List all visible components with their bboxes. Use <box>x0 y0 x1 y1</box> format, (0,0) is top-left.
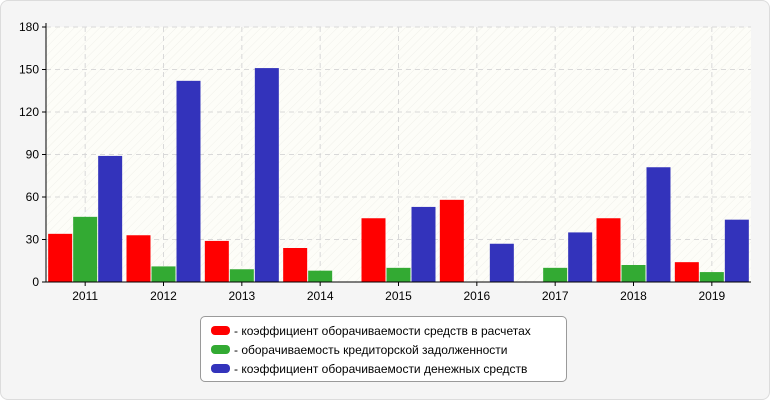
legend-swatch-cash <box>211 364 230 373</box>
x-tick-label: 2012 <box>150 289 177 303</box>
bar <box>126 235 151 282</box>
y-axis-ticks: 0 30 60 90 120 150 180 <box>19 20 46 289</box>
bar <box>386 267 411 282</box>
bars-group <box>48 68 749 282</box>
bar <box>308 270 333 282</box>
y-tick-label: 60 <box>26 190 40 204</box>
y-tick-label: 120 <box>19 105 39 119</box>
x-tick-label: 2014 <box>307 289 334 303</box>
legend-label: - коэффициент оборачиваемости средств в … <box>234 323 531 338</box>
bar <box>176 80 201 282</box>
bar <box>568 232 593 282</box>
legend-item: - коэффициент оборачиваемости средств в … <box>211 321 566 340</box>
legend-item: - оборачиваемость кредиторской задолженн… <box>211 340 566 359</box>
bar <box>439 199 464 282</box>
x-axis-ticks: 2011 2012 2013 2014 2015 2016 2017 2018 2019 <box>72 282 726 303</box>
bar <box>489 243 514 282</box>
x-tick-label: 2019 <box>698 289 725 303</box>
bar <box>204 240 229 282</box>
bar <box>646 167 671 282</box>
y-tick-label: 180 <box>19 20 39 34</box>
y-tick-label: 150 <box>19 63 39 77</box>
bar <box>621 265 646 282</box>
legend-item: - коэффициент оборачиваемости денежных с… <box>211 359 566 378</box>
legend-swatch-receivables <box>211 326 230 335</box>
x-tick-label: 2015 <box>385 289 412 303</box>
legend-label: - коэффициент оборачиваемости денежных с… <box>234 361 528 376</box>
legend-label: - оборачиваемость кредиторской задолженн… <box>234 342 508 357</box>
x-tick-label: 2011 <box>72 289 98 303</box>
y-tick-label: 30 <box>26 233 40 247</box>
bar <box>229 269 254 282</box>
bar <box>596 218 621 282</box>
bar <box>674 262 699 282</box>
x-tick-label: 2013 <box>228 289 255 303</box>
legend-swatch-payables <box>211 345 230 354</box>
x-tick-label: 2016 <box>463 289 490 303</box>
y-tick-label: 0 <box>32 275 39 289</box>
bar <box>254 68 279 282</box>
x-tick-label: 2017 <box>542 289 569 303</box>
legend: - коэффициент оборачиваемости средств в … <box>200 316 567 382</box>
bar <box>98 155 123 282</box>
bar <box>73 216 98 282</box>
bar <box>361 218 386 282</box>
bar <box>543 267 568 282</box>
bar <box>151 266 176 282</box>
bar <box>724 219 749 282</box>
bar <box>283 248 308 282</box>
grid-lines <box>46 26 751 282</box>
bar <box>48 233 73 282</box>
x-tick-label: 2018 <box>620 289 647 303</box>
bar <box>411 206 436 282</box>
y-tick-label: 90 <box>26 148 40 162</box>
bar <box>699 272 724 282</box>
